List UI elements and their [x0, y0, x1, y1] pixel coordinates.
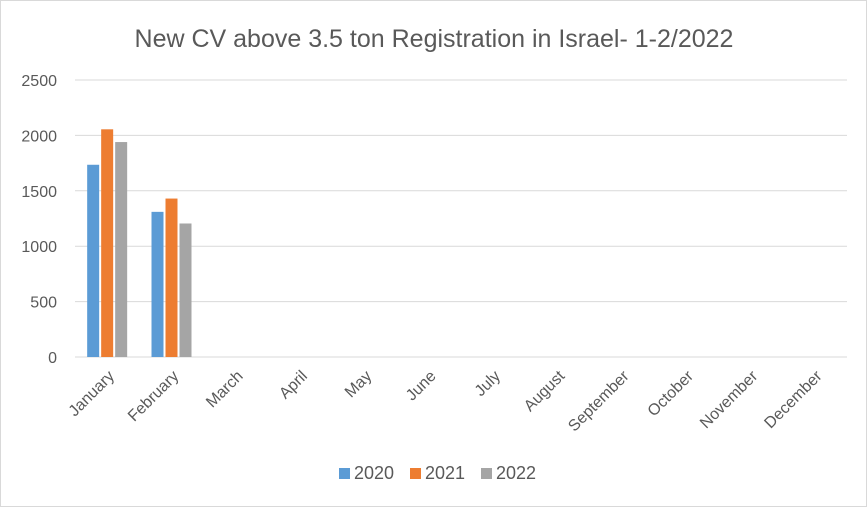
legend-label: 2020	[354, 463, 394, 483]
x-axis: January February March April May June July Augu…	[66, 367, 826, 435]
bar-2020-february	[151, 211, 164, 357]
x-tick-label: July	[472, 368, 504, 400]
legend-swatch-2022	[481, 468, 492, 479]
y-tick-label: 0	[48, 350, 57, 367]
y-tick-label: 2500	[21, 73, 57, 90]
bar-2020-january	[87, 164, 100, 357]
x-tick-label: January	[66, 368, 118, 420]
x-tick-label: August	[521, 367, 569, 415]
legend-label: 2021	[425, 463, 465, 483]
x-tick-label: November	[697, 367, 762, 432]
legend-swatch-2020	[339, 468, 350, 479]
bar-2021-february	[165, 198, 178, 357]
legend-label: 2022	[496, 463, 536, 483]
y-axis: 0 500 1000 1500 2000 2500	[21, 73, 57, 367]
x-tick-label: February	[125, 368, 182, 425]
chart-title: New CV above 3.5 ton Registration in Isr…	[135, 25, 734, 53]
y-tick-label: 500	[30, 295, 57, 312]
legend-swatch-2021	[410, 468, 421, 479]
legend: 2020 2021 2022	[339, 463, 536, 483]
x-tick-label: June	[403, 368, 440, 405]
x-tick-label: May	[342, 368, 375, 401]
bar-2022-february	[179, 223, 192, 357]
bar-2022-january	[115, 142, 128, 357]
y-tick-label: 2000	[21, 128, 57, 145]
bar-2021-january	[101, 129, 114, 357]
y-tick-label: 1000	[21, 239, 57, 256]
y-tick-label: 1500	[21, 184, 57, 201]
x-tick-label: September	[565, 367, 633, 435]
x-tick-label: December	[761, 367, 826, 432]
x-tick-label: October	[645, 367, 698, 420]
gridlines	[75, 79, 847, 358]
x-tick-label: April	[276, 368, 311, 403]
bars	[87, 129, 192, 357]
x-tick-label: March	[203, 368, 246, 411]
